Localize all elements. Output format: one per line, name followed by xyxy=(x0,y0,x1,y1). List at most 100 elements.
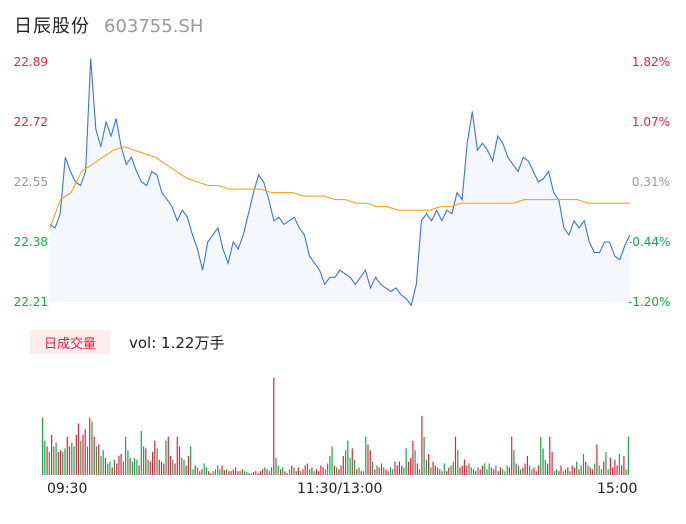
volume-bar xyxy=(627,436,629,475)
volume-bar xyxy=(89,417,91,475)
volume-bar xyxy=(450,465,452,475)
volume-bar xyxy=(82,434,84,475)
volume-bar xyxy=(158,459,160,475)
volume-bar xyxy=(515,463,517,475)
volume-bar xyxy=(618,454,620,475)
volume-bar xyxy=(401,465,403,475)
volume-bar xyxy=(181,457,183,475)
volume-bar xyxy=(71,442,73,475)
volume-bar xyxy=(351,448,353,475)
volume-bar xyxy=(412,440,414,475)
volume-bar xyxy=(419,469,421,475)
volume-bar xyxy=(223,470,225,475)
volume-bar xyxy=(513,450,515,475)
time-label-close: 15:00 xyxy=(597,481,638,497)
volume-bar xyxy=(600,469,602,475)
volume-bar xyxy=(152,452,154,475)
volume-bar xyxy=(376,465,378,475)
stock-code: 603755.SH xyxy=(104,16,204,37)
volume-bar xyxy=(311,467,313,475)
volume-bar xyxy=(77,423,80,475)
volume-bar xyxy=(439,469,441,475)
volume-bar xyxy=(490,467,493,475)
volume-bar xyxy=(342,455,344,475)
volume-bar xyxy=(237,471,239,475)
volume-bar xyxy=(416,463,418,475)
price-area-fill xyxy=(50,58,630,306)
volume-bar xyxy=(268,471,270,475)
volume-bar xyxy=(607,469,609,475)
volume-bar xyxy=(369,450,371,475)
volume-bar xyxy=(118,455,120,475)
volume-bar xyxy=(113,459,115,475)
volume-bar xyxy=(573,467,576,475)
volume-bar xyxy=(591,469,593,475)
volume-bar xyxy=(122,461,124,475)
volume-bar xyxy=(520,469,522,475)
volume-bar xyxy=(553,471,555,475)
volume-bar xyxy=(208,471,210,475)
volume-bar xyxy=(578,469,580,475)
volume-bar xyxy=(524,463,526,475)
volume-bar xyxy=(147,459,149,475)
volume-bar xyxy=(300,471,302,475)
volume-bar xyxy=(235,467,237,475)
volume-bar xyxy=(347,440,349,475)
volume-bar xyxy=(358,467,360,475)
volume-bar xyxy=(64,448,66,475)
volume-bar xyxy=(423,436,425,475)
volume-bar xyxy=(367,444,369,475)
volume-bar xyxy=(594,463,596,475)
volume-bar xyxy=(190,446,192,475)
volume-bar xyxy=(354,459,356,475)
volume-bar xyxy=(560,465,562,475)
percent-tick-label: -0.44% xyxy=(628,235,671,249)
volume-bar xyxy=(248,473,250,475)
volume-bar xyxy=(398,461,400,475)
volume-bar xyxy=(120,454,122,475)
volume-bar xyxy=(259,471,261,475)
volume-bar xyxy=(540,436,542,475)
volume-bar xyxy=(531,469,533,475)
volume-bar xyxy=(349,457,351,475)
stock-header: 日辰股份 603755.SH xyxy=(14,12,203,40)
volume-bar xyxy=(621,465,623,475)
volume-bar xyxy=(380,463,383,475)
volume-bar xyxy=(385,469,387,475)
volume-bar xyxy=(205,467,207,475)
volume-bar xyxy=(564,469,567,475)
volume-bar xyxy=(257,473,259,475)
volume-bar xyxy=(185,465,187,475)
volume-bar xyxy=(86,446,89,475)
volume-bar xyxy=(387,471,389,475)
volume-bar xyxy=(434,465,436,475)
volume-bar xyxy=(421,415,423,475)
volume-bar xyxy=(165,440,167,475)
volume-bar xyxy=(282,467,284,475)
volume-bar xyxy=(603,461,605,475)
stock-name: 日辰股份 xyxy=(14,16,90,37)
volume-bar xyxy=(340,465,342,475)
volume-bar xyxy=(302,469,304,475)
volume-bar xyxy=(149,461,151,475)
volume-bar xyxy=(585,461,587,475)
volume-bar xyxy=(333,465,335,475)
volume-bar xyxy=(291,465,293,475)
volume-bar xyxy=(98,444,100,475)
volume-bar xyxy=(143,446,145,475)
volume-bar xyxy=(80,440,82,475)
volume-bar xyxy=(551,452,553,475)
volume-bar xyxy=(42,417,44,475)
volume-bar xyxy=(517,465,519,475)
volume-bar xyxy=(569,471,571,475)
volume-bar xyxy=(255,471,257,475)
volume-bar xyxy=(529,465,531,475)
volume-bar xyxy=(270,467,273,475)
volume-bar xyxy=(293,467,295,475)
volume-bar xyxy=(313,471,315,475)
volume-bar xyxy=(459,467,461,475)
volume-bar xyxy=(589,467,591,475)
volume-bar xyxy=(288,469,291,475)
volume-bar xyxy=(116,463,118,475)
